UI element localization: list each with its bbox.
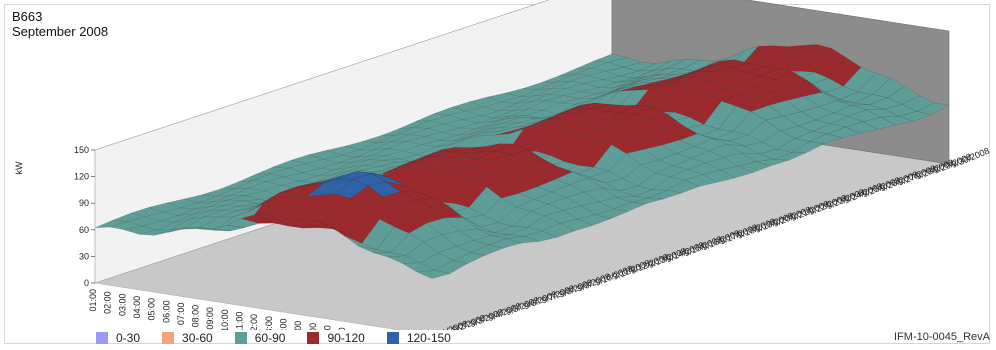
legend-swatch xyxy=(96,332,108,344)
legend-item: 90-120 xyxy=(307,331,365,345)
hour-tick-label: 10:00 xyxy=(220,309,230,330)
y-axis-label: kW xyxy=(14,161,24,175)
hour-tick-label: 17:00 xyxy=(322,325,332,330)
chart-frame xyxy=(4,4,990,344)
hour-tick-label: 11:00 xyxy=(235,312,245,330)
legend-item: 30-60 xyxy=(162,331,213,345)
hour-tick-label: 18:00 xyxy=(337,327,347,330)
chart-legend: 0-30 30-60 60-90 90-120 120-150 xyxy=(96,330,473,346)
hour-tick-label: 09:00 xyxy=(205,307,215,330)
surface-plot: 0 30 60 90 120 150 kW 01:00 02:00 03:00 04:00 05:00… xyxy=(14,0,991,330)
legend-swatch xyxy=(234,332,247,344)
z-tick-label: 120 xyxy=(74,172,89,182)
hour-tick-label: 03:00 xyxy=(117,293,127,316)
surface-cell xyxy=(416,269,451,279)
hour-tick-label: 07:00 xyxy=(176,303,186,326)
z-tick-label: 60 xyxy=(79,225,89,235)
hour-tick-label: 14:00 xyxy=(278,318,288,330)
hour-tick-label: 13:00 xyxy=(264,316,274,330)
z-tick-label: 30 xyxy=(79,251,89,261)
legend-label: 30-60 xyxy=(182,331,213,345)
legend-label: 90-120 xyxy=(327,331,365,345)
legend-item: 0-30 xyxy=(96,331,140,345)
legend-label: 120-150 xyxy=(406,331,451,345)
hour-tick-label: 04:00 xyxy=(132,296,142,319)
surface-mesh xyxy=(94,44,950,279)
legend-item: 60-90 xyxy=(234,331,286,345)
hour-tick-label: 12:00 xyxy=(249,314,259,330)
figure-code: IFM-10-0045_RevA xyxy=(894,331,990,343)
date-tick-label: 9/1/2008 xyxy=(433,318,469,330)
hour-tick-label: 16:00 xyxy=(308,323,318,330)
legend-label: 0-30 xyxy=(116,331,141,345)
hour-tick-label: 06:00 xyxy=(161,300,171,323)
hour-tick-label: 05:00 xyxy=(147,298,157,321)
legend-swatch xyxy=(386,332,399,344)
legend-item: 120-150 xyxy=(386,331,451,345)
hour-tick-label: 02:00 xyxy=(103,291,113,314)
legend-swatch xyxy=(307,332,320,344)
z-tick-label: 150 xyxy=(74,145,89,155)
z-tick-label: 0 xyxy=(84,278,89,288)
legend-swatch xyxy=(162,332,175,344)
hour-tick-label: 08:00 xyxy=(191,305,201,328)
z-tick-label: 90 xyxy=(79,198,89,208)
hour-tick-label: 01:00 xyxy=(88,289,98,312)
chart-title: B663 xyxy=(12,9,43,24)
chart-subtitle: September 2008 xyxy=(12,24,109,39)
chart-title-block: B663 September 2008 xyxy=(12,9,108,39)
hour-tick-label: 15:00 xyxy=(293,321,303,330)
date-tick-label: 9/30/2008 xyxy=(950,146,991,170)
legend-label: 60-90 xyxy=(254,331,286,345)
